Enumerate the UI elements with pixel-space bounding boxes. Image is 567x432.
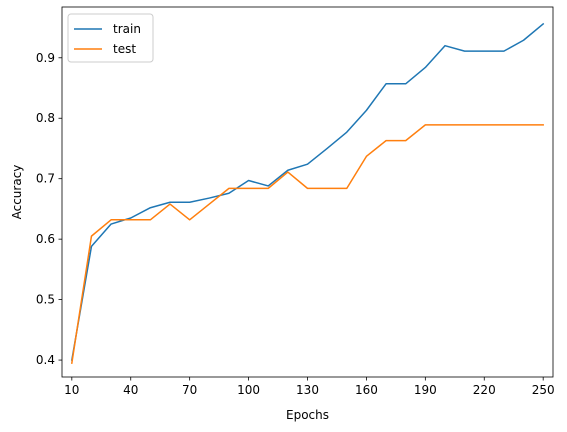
x-tick-label: 40 (123, 383, 138, 397)
y-tick-label: 0.9 (36, 51, 55, 65)
x-axis-ticks: 10 40 70 100 130 160 190 220 250 (64, 377, 554, 397)
x-tick-label: 190 (414, 383, 437, 397)
y-tick-label: 0.7 (36, 172, 55, 186)
legend-label-test: test (113, 42, 136, 56)
x-tick-label: 220 (473, 383, 496, 397)
y-tick-label: 0.8 (36, 111, 55, 125)
legend-label-train: train (113, 22, 141, 36)
plot-lines (72, 24, 543, 363)
y-tick-label: 0.6 (36, 232, 55, 246)
x-tick-label: 160 (355, 383, 378, 397)
x-tick-label: 250 (532, 383, 555, 397)
x-tick-label: 10 (64, 383, 79, 397)
y-tick-label: 0.4 (36, 353, 55, 367)
series-line-train (72, 24, 543, 360)
x-tick-label: 130 (296, 383, 319, 397)
y-axis-label: Accuracy (10, 165, 24, 220)
x-tick-label: 70 (182, 383, 197, 397)
legend: train test (68, 14, 153, 62)
x-tick-label: 100 (237, 383, 260, 397)
y-tick-label: 0.5 (36, 293, 55, 307)
series-line-test (72, 125, 543, 363)
x-axis-label: Epochs (286, 408, 329, 422)
y-axis-ticks: 0.4 0.5 0.6 0.7 0.8 0.9 (36, 51, 62, 367)
